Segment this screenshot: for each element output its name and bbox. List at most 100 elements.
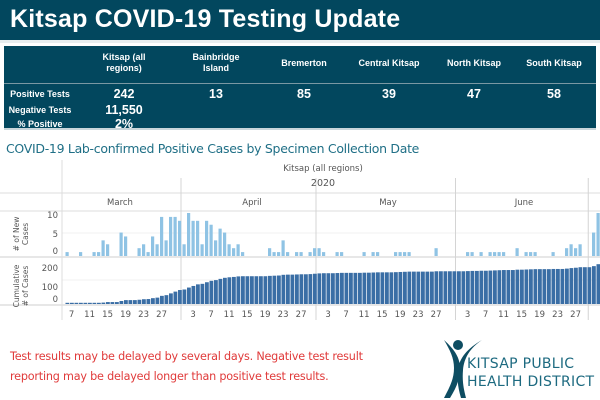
stats-table: Kitsap (all regions) Bainbridge Island B…: [4, 46, 596, 131]
cumulative-bar: [331, 273, 335, 304]
new-cases-bar: [317, 248, 321, 256]
y-tick-cum-0: 0: [53, 295, 58, 305]
cumulative-bar: [551, 268, 556, 304]
logo-figure-left-icon: [444, 340, 460, 398]
kphd-logo: [444, 340, 482, 398]
x-tick-label: 11: [359, 310, 370, 320]
column-header-line: Kitsap (all: [102, 52, 146, 62]
cumulative-bar: [173, 291, 178, 304]
cumulative-bar: [353, 272, 358, 304]
column-header-bremerton: Bremerton: [281, 58, 327, 68]
cumulative-bar: [367, 272, 371, 304]
new-cases-bar: [65, 252, 69, 256]
new-cases-bar: [155, 244, 159, 256]
cumulative-bar: [362, 272, 367, 304]
new-cases-bar: [92, 252, 96, 256]
positive-north-kitsap: 47: [467, 87, 481, 101]
logo-head-icon: [453, 340, 463, 350]
cumulative-bar: [385, 272, 389, 304]
x-tick-label: 27: [296, 310, 307, 320]
cumulative-bar: [421, 271, 425, 304]
new-cases-bar: [592, 232, 596, 256]
cumulative-bar: [65, 302, 70, 304]
new-cases-bar: [515, 248, 519, 256]
cumulative-bar: [430, 271, 434, 304]
cumulative-bar: [592, 266, 596, 304]
cumulative-bar: [452, 271, 457, 304]
cumulative-bar: [83, 302, 88, 304]
cumulative-bar: [151, 298, 155, 304]
cumulative-series: [65, 264, 600, 304]
new-cases-bar: [551, 252, 555, 256]
new-cases-bar: [97, 252, 101, 256]
cumulative-bar: [160, 295, 164, 304]
case-chart: Kitsap (all regions) 2020 March April Ma…: [0, 160, 600, 320]
cumulative-bar: [232, 276, 236, 304]
new-cases-bar: [214, 240, 218, 256]
new-cases-bar: [101, 240, 105, 256]
cumulative-bar: [358, 272, 362, 304]
cumulative-bar: [115, 302, 119, 304]
cumulative-bar: [520, 269, 524, 304]
cumulative-bar: [583, 267, 587, 304]
column-header-kitsap: Kitsap (all regions): [84, 52, 164, 74]
cumulative-bar: [547, 269, 551, 304]
cumulative-bar: [106, 302, 110, 304]
column-header-line: Bainbridge: [192, 52, 240, 62]
chart-subtitle: Kitsap (all regions): [283, 164, 363, 174]
cumulative-bar: [376, 272, 380, 304]
cumulative-bar: [461, 271, 466, 304]
x-tick-label: 11: [224, 310, 235, 320]
cumulative-bar: [191, 285, 196, 304]
cumulative-bar: [466, 271, 470, 304]
x-tick-label: 23: [278, 310, 289, 320]
x-tick-label: 27: [570, 310, 581, 320]
cumulative-bar: [407, 271, 412, 304]
new-cases-bar: [272, 252, 276, 256]
cumulative-bar: [529, 269, 533, 304]
x-tick-label: 23: [413, 310, 424, 320]
cumulative-bar: [556, 268, 560, 304]
column-header-north-kitsap: North Kitsap: [447, 58, 501, 68]
new-cases-bar: [268, 248, 272, 256]
cumulative-bar: [187, 287, 191, 304]
x-tick-label: 23: [138, 310, 149, 320]
cumulative-bar: [470, 270, 475, 304]
column-header-line: Island: [202, 63, 229, 73]
cumulative-bar: [169, 293, 173, 304]
new-cases-bar: [394, 252, 398, 256]
new-cases-bar: [403, 252, 407, 256]
y-tick-cum-200: 200: [42, 264, 58, 274]
cumulative-bar: [137, 299, 142, 304]
cumulative-bar: [448, 271, 452, 304]
negative-kitsap: 11,550: [105, 103, 143, 117]
new-cases-bar: [335, 252, 339, 256]
positive-kitsap: 242: [113, 87, 135, 101]
page-title: Kitsap COVID-19 Testing Update: [10, 5, 401, 33]
month-label-march: March: [107, 198, 133, 208]
row-label-percent-positive: % Positive: [17, 119, 63, 129]
new-cases-bar: [340, 252, 344, 256]
cumulative-bar: [542, 269, 547, 304]
cumulative-bar: [295, 274, 299, 304]
new-cases-bar: [191, 220, 195, 256]
cumulative-bar: [110, 302, 115, 304]
cumulative-bar: [565, 268, 569, 304]
new-cases-bar: [196, 220, 200, 256]
new-cases-bar: [142, 244, 146, 256]
new-cases-bar: [308, 252, 312, 256]
cumulative-bar: [596, 264, 600, 304]
cumulative-bar: [286, 274, 290, 304]
column-header-bainbridge: Bainbridge Island: [176, 52, 256, 74]
new-cases-bar: [286, 252, 290, 256]
new-cases-bar: [524, 252, 528, 256]
cumulative-bar: [578, 267, 583, 304]
x-tick-label: 7: [483, 310, 488, 320]
new-cases-bar: [79, 252, 83, 256]
cumulative-bar: [313, 273, 317, 304]
cumulative-bar: [128, 300, 133, 304]
y-label-cum-line2: # of Cases: [21, 266, 30, 307]
cumulative-bar: [223, 277, 227, 304]
cumulative-bar: [133, 300, 137, 304]
cumulative-bar: [272, 275, 277, 304]
